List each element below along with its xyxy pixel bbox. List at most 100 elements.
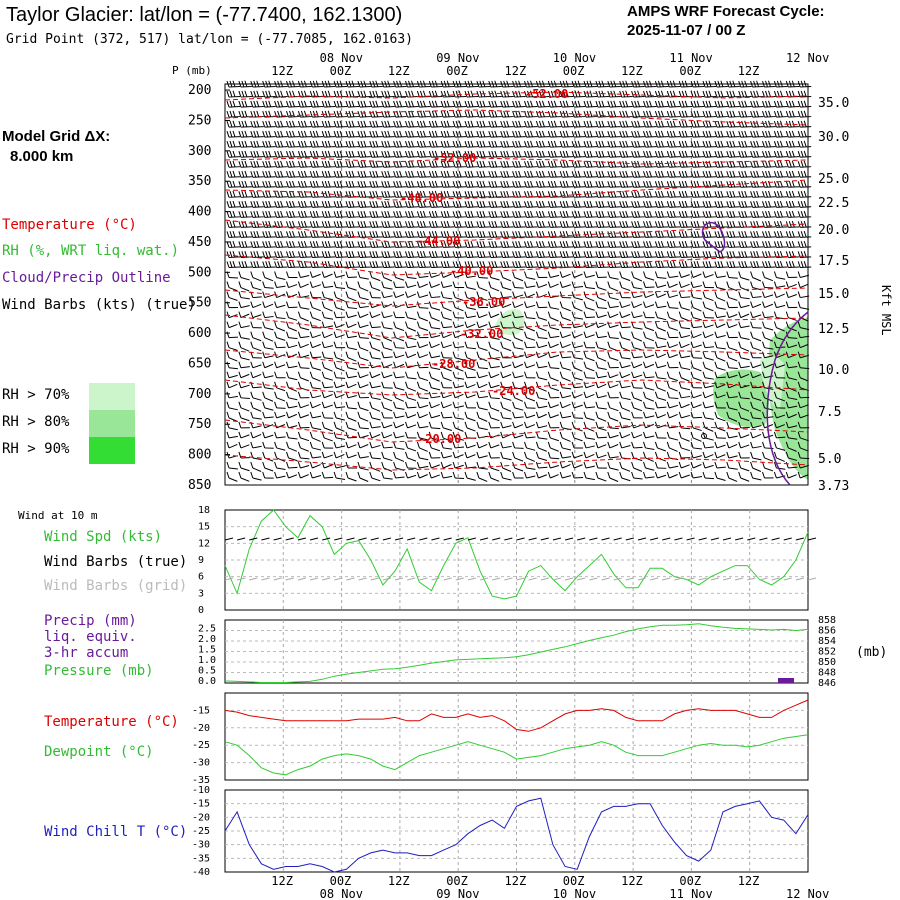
wind-barb-flag xyxy=(250,251,254,258)
wind-barb xyxy=(550,377,559,382)
wind-barb-flag xyxy=(717,180,721,188)
wind-barb-flag xyxy=(464,241,468,248)
wind-barb-flag xyxy=(440,120,444,128)
wind-barb xyxy=(764,355,774,359)
wind-barb xyxy=(740,373,750,379)
wind-barb-flag xyxy=(292,150,295,158)
wind-barb xyxy=(240,277,250,281)
wind-barb-flag xyxy=(488,110,492,118)
wind-barb-flag xyxy=(226,231,230,238)
wind-barb-flag xyxy=(226,90,230,98)
wind-barb-flag xyxy=(702,271,706,278)
wind-barb-flag xyxy=(232,180,236,188)
wind-barb-flag xyxy=(452,151,456,158)
wind-barb-flag xyxy=(452,100,456,108)
wind-barb-flag xyxy=(250,331,254,338)
wind-barb-flag xyxy=(714,231,718,238)
wind-barb-flag xyxy=(500,151,504,158)
wind-barb-flag xyxy=(696,120,700,127)
wind-barb-flag xyxy=(559,341,563,348)
wind-barb-flag xyxy=(455,110,459,118)
wind-barb-flag xyxy=(411,240,414,248)
wind-barb-flag xyxy=(419,241,423,248)
wind-barb-flag xyxy=(550,221,554,228)
wind-barb-flag xyxy=(405,80,408,88)
wind-barb xyxy=(288,284,298,289)
wind-barb-flag xyxy=(482,190,486,198)
wind-barb xyxy=(252,287,262,291)
wind-barb-flag xyxy=(488,391,492,398)
wind-barb-flag xyxy=(738,311,742,318)
wind-barb-flag xyxy=(524,361,527,368)
wind-barb-flag xyxy=(797,181,801,188)
wind-barb-flag xyxy=(339,120,343,127)
wind-barb-flag xyxy=(464,261,468,268)
wind-barb-flag xyxy=(678,231,682,238)
wind-barb-flag xyxy=(250,161,254,168)
wind-barb xyxy=(371,385,381,389)
wind-barb xyxy=(383,347,393,351)
wind-barb-flag xyxy=(684,80,688,87)
wind-barb xyxy=(609,324,619,329)
wind-barb-flag xyxy=(741,150,745,158)
wind-barb xyxy=(359,287,369,292)
wind-barb-flag xyxy=(494,100,498,107)
wind-barb-flag xyxy=(476,201,480,208)
wind-barb-flag xyxy=(550,261,554,268)
wind-barb xyxy=(454,357,464,361)
wind-barb-flag xyxy=(256,110,260,117)
wind-barb-flag xyxy=(464,201,468,208)
wind-barb-flag xyxy=(530,251,533,258)
wind-barb-flag xyxy=(726,231,730,238)
wind-barb xyxy=(550,295,560,299)
wind-barb-flag xyxy=(518,90,522,97)
wind-barb-flag xyxy=(625,200,629,208)
wind-barb-flag xyxy=(375,80,379,87)
wind-barb-flag xyxy=(348,130,352,138)
wind-barb-flag xyxy=(434,80,438,87)
wind-barb-flag xyxy=(678,291,682,298)
wind-barb-flag xyxy=(422,210,426,218)
wind-barb-flag xyxy=(416,80,420,88)
wind-barb-flag xyxy=(726,381,730,388)
wind-barb-flag xyxy=(693,90,697,98)
wind-barb-flag xyxy=(619,361,623,368)
wind-barb-flag xyxy=(619,151,623,158)
wind-barb-flag xyxy=(601,100,605,107)
wind-barb xyxy=(288,397,298,401)
wind-barb-flag xyxy=(607,191,611,198)
wind-barb-flag xyxy=(729,110,733,118)
wind-barb xyxy=(347,307,358,310)
wind-barb-flag xyxy=(530,80,533,87)
wind-barb-flag xyxy=(657,80,661,88)
wind-barb-flag xyxy=(238,361,242,368)
wind-barb xyxy=(597,314,607,319)
wind-barb-flag xyxy=(538,160,542,168)
wind-barb xyxy=(490,304,500,309)
wind-barb-flag xyxy=(494,140,498,148)
wind-barb-flag xyxy=(726,80,730,88)
wind-barb-flag xyxy=(654,301,658,308)
wind-barb-flag xyxy=(515,221,519,228)
wind-barb-flag xyxy=(773,371,777,378)
wind-barb-flag xyxy=(238,161,242,168)
wind-barb-flag xyxy=(702,120,706,128)
wind-barb-flag xyxy=(741,201,745,208)
wind-barb-flag xyxy=(348,251,352,258)
wind-barb-flag xyxy=(428,110,432,118)
wind-barb-flag xyxy=(312,261,316,268)
wind-barb-flag xyxy=(440,90,444,98)
wind-barb xyxy=(228,383,238,389)
wind-barb-flag xyxy=(303,210,307,218)
wind-barb-flag xyxy=(488,231,492,238)
wind-barb-flag xyxy=(333,141,337,148)
wind-barb-flag xyxy=(274,151,278,158)
wind-barb-flag xyxy=(586,251,590,258)
wind-barb-flag xyxy=(559,231,563,238)
wind-barb-flag xyxy=(411,180,414,188)
wind-barb-flag xyxy=(518,251,522,258)
wind-barb-flag xyxy=(315,170,319,178)
wind-barb-flag xyxy=(571,301,575,308)
wind-barb-flag xyxy=(702,171,706,178)
wind-barb-flag xyxy=(649,140,652,148)
